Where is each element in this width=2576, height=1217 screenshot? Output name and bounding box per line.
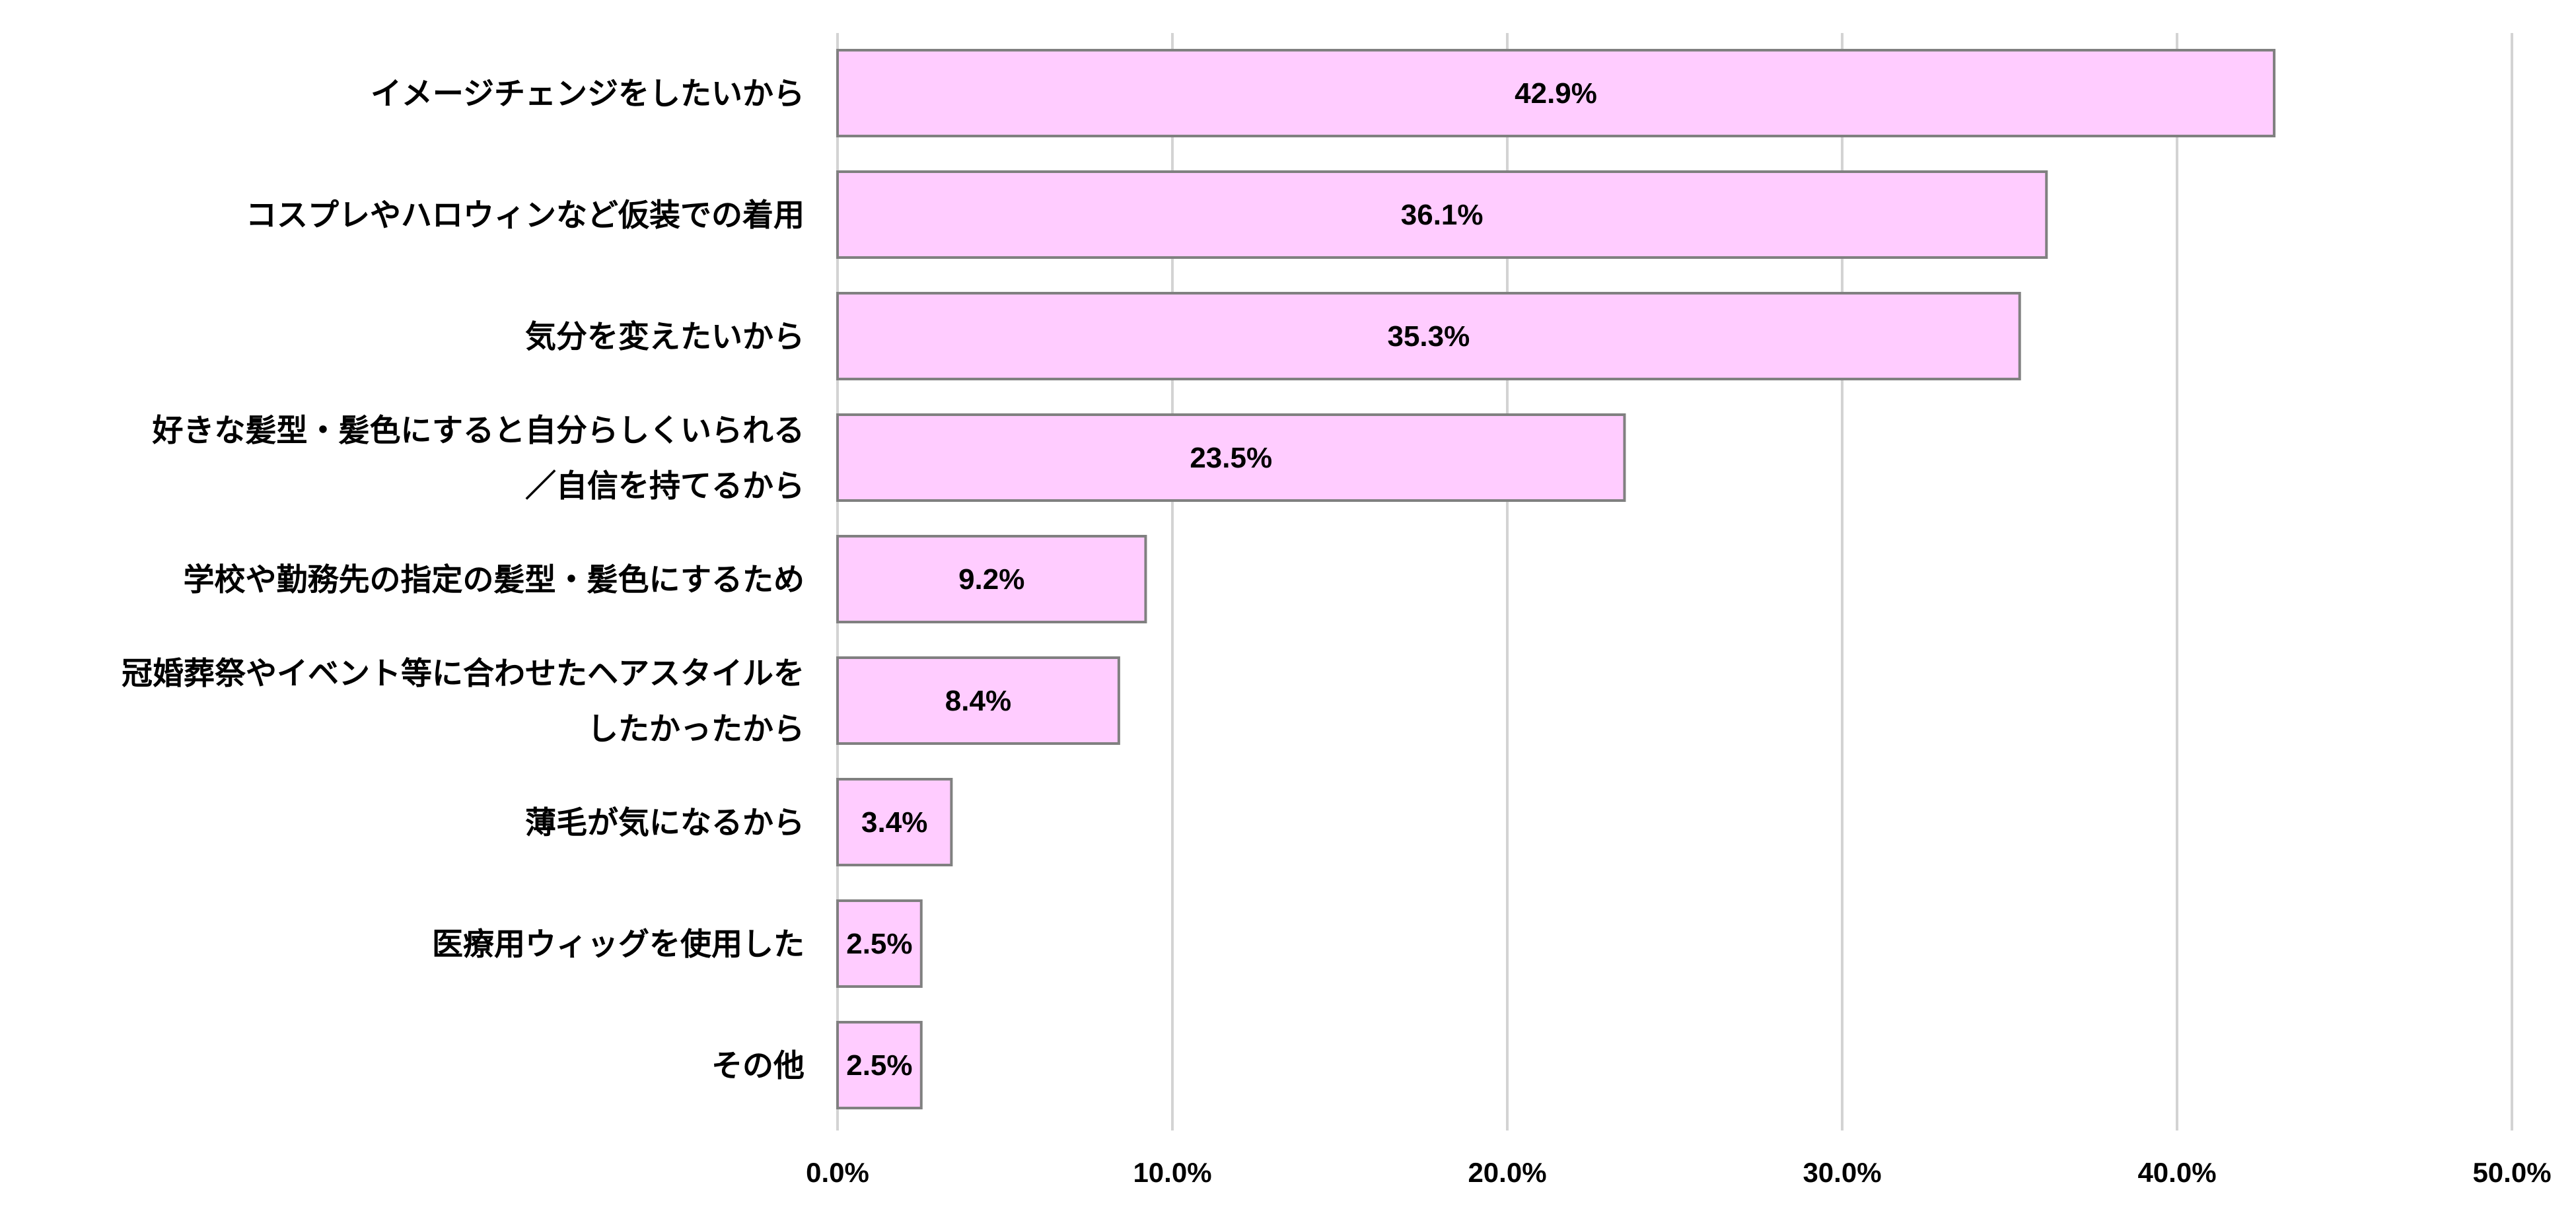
- x-tick-label-5: 50.0%: [2472, 1157, 2551, 1188]
- bar-0: [836, 49, 2276, 137]
- category-label-7-line-0: 医療用ウィッグを使用した: [432, 926, 805, 963]
- category-label-3-line-1: ／自信を持てるから: [525, 468, 805, 504]
- category-label-5-line-1: したかったから: [587, 711, 805, 748]
- category-labels: イメージチェンジをしたいからコスプレやハロウィンなど仮装での着用気分を変えたいか…: [122, 76, 805, 1084]
- data-label-2: 35.3%: [1387, 320, 1470, 353]
- bar-4: [836, 535, 1147, 623]
- x-tick-label-3: 30.0%: [1803, 1157, 1881, 1188]
- data-labels: 42.9% 36.1% 35.3% 23.5% 9.2% 8.4% 3.4% 2.5% 2.5%: [846, 77, 1597, 1082]
- category-label-0-line-0: イメージチェンジをしたいから: [371, 76, 805, 112]
- bars: [836, 49, 2276, 1109]
- data-label-4: 9.2%: [958, 563, 1024, 596]
- data-label-7: 2.5%: [846, 928, 912, 960]
- x-tick-label-1: 10.0%: [1133, 1157, 1211, 1188]
- bar-2: [836, 292, 2021, 380]
- category-label-4-line-0: 学校や勤務先の指定の髪型・髪色にするため: [184, 562, 805, 598]
- category-label-5: 冠婚葬祭やイベント等に合わせたヘアスタイルをしたかったから: [122, 656, 805, 748]
- category-label-2-line-0: 気分を変えたいから: [525, 319, 805, 355]
- category-label-1: コスプレやハロウィンなど仮装での着用: [246, 197, 805, 234]
- category-label-6-line-0: 薄毛が気になるから: [525, 805, 805, 841]
- data-label-1: 36.1%: [1401, 199, 1484, 231]
- category-label-7: 医療用ウィッグを使用した: [432, 926, 805, 963]
- data-label-6: 3.4%: [861, 806, 927, 839]
- category-label-8: その他: [711, 1048, 805, 1084]
- bar-6: [836, 778, 953, 866]
- data-label-5: 8.4%: [945, 685, 1011, 717]
- x-axis-tick-labels: 0.0% 10.0% 20.0% 30.0% 40.0% 50.0%: [806, 1157, 2551, 1188]
- data-label-3: 23.5%: [1190, 442, 1272, 474]
- category-label-0: イメージチェンジをしたいから: [371, 76, 805, 112]
- bar-1: [836, 170, 2048, 259]
- x-tick-label-0: 0.0%: [806, 1157, 869, 1188]
- category-label-2: 気分を変えたいから: [525, 319, 805, 355]
- x-tick-label-2: 20.0%: [1468, 1157, 1546, 1188]
- category-label-4: 学校や勤務先の指定の髪型・髪色にするため: [184, 562, 805, 598]
- category-label-3: 好きな髪型・髪色にすると自分らしくいられる ／自信を持てるから: [152, 413, 805, 504]
- data-label-8: 2.5%: [846, 1049, 912, 1082]
- category-label-1-line-0: コスプレやハロウィンなど仮装での着用: [246, 197, 805, 234]
- data-label-0: 42.9%: [1515, 77, 1597, 110]
- category-label-8-line-0: その他: [711, 1048, 805, 1084]
- x-tick-label-4: 40.0%: [2137, 1157, 2216, 1188]
- bar-5: [836, 656, 1120, 745]
- category-label-6: 薄毛が気になるから: [525, 805, 805, 841]
- bar-3: [836, 413, 1626, 502]
- bar-8: [836, 1021, 923, 1109]
- bar-7: [836, 899, 923, 988]
- category-label-5-line-0: 冠婚葬祭やイベント等に合わせたヘアスタイルを: [122, 656, 805, 692]
- category-label-3-line-0: 好きな髪型・髪色にすると自分らしくいられる: [152, 413, 805, 449]
